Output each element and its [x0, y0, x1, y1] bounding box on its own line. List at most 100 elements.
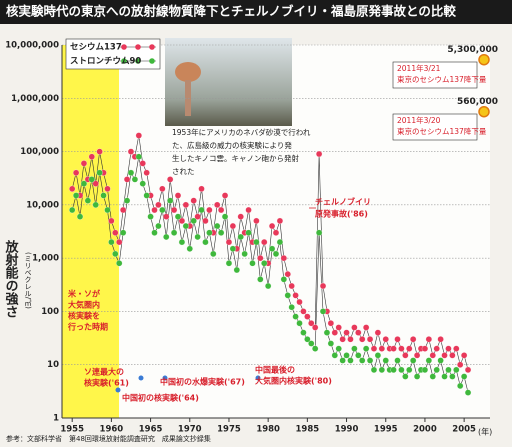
point [108, 238, 115, 246]
point [351, 345, 358, 352]
annotation: 中国初の水爆実験('67) [160, 377, 245, 387]
point [343, 329, 350, 336]
point [261, 260, 268, 267]
point [225, 238, 233, 246]
event-dot [255, 375, 261, 381]
point [410, 357, 417, 364]
x-tick-label: 1955 [60, 425, 84, 435]
point [92, 180, 99, 187]
point [347, 336, 354, 343]
point [190, 217, 197, 225]
point [406, 366, 413, 374]
highlight-value-label: 5,300,000 [447, 45, 498, 55]
point [445, 345, 452, 352]
photo-caption: た、広島級の威力の核実験により発 [172, 140, 292, 150]
chart-title: 核実験時代の東京への放射線物質降下とチェルノブイリ・福島原発事故との比較 [6, 4, 456, 19]
point [312, 324, 319, 331]
point [464, 366, 472, 374]
point [300, 308, 307, 315]
point [429, 352, 436, 359]
point [366, 357, 374, 364]
annotation: 行った時期 [67, 322, 108, 332]
point [210, 250, 217, 258]
point [206, 229, 213, 236]
point [292, 292, 299, 299]
highlight-point [478, 53, 490, 66]
point [347, 357, 354, 364]
point [253, 238, 260, 246]
point [398, 366, 405, 374]
point [88, 176, 95, 183]
x-tick-label: 1980 [256, 425, 280, 435]
point [268, 245, 276, 252]
point [155, 201, 162, 209]
point [170, 206, 178, 214]
point [225, 260, 233, 267]
legend-box [65, 38, 161, 70]
point [72, 192, 80, 199]
point [331, 329, 338, 336]
point [182, 201, 190, 209]
x-tick-label: 1975 [217, 425, 241, 435]
legend-marker [121, 44, 127, 50]
title-bar [0, 0, 512, 24]
photo-caption: 生したキノコ雲。キャノン砲から発射 [172, 153, 299, 163]
point [257, 254, 264, 262]
x-tick-label: 2000 [413, 425, 437, 435]
point [139, 180, 146, 187]
annotation: 中国初の核実験('64) [122, 393, 199, 403]
point [135, 132, 142, 139]
point [300, 329, 307, 336]
point [429, 373, 436, 380]
point [421, 366, 429, 374]
point [151, 229, 158, 236]
point [284, 292, 291, 299]
point [359, 336, 366, 343]
point [280, 254, 287, 262]
point [76, 213, 84, 220]
point [323, 329, 331, 336]
point [194, 233, 201, 241]
point [116, 260, 123, 267]
annotation: 核実験('61) [84, 378, 129, 388]
point [123, 176, 131, 183]
point [127, 169, 135, 176]
point [339, 357, 346, 364]
x-axis-unit: (年) [478, 427, 492, 437]
point [441, 373, 448, 380]
point [296, 298, 303, 306]
point [331, 352, 338, 359]
point [308, 340, 315, 347]
legend-marker [135, 58, 141, 64]
point [159, 206, 166, 214]
highlight-text: 東京のセシウム137降下量 [397, 74, 487, 84]
point [182, 222, 190, 230]
point [217, 229, 225, 236]
point [206, 206, 213, 214]
y-axis-label: 放射能の強さ [3, 239, 20, 318]
y-axis-unit: (ミリベクレル/㎡) [24, 252, 32, 309]
point [453, 345, 460, 352]
point [104, 206, 111, 214]
y-tick-label: 10,000,000 [5, 41, 59, 51]
highlight-text: 2011年3/20 [397, 115, 441, 125]
annotation: チェルノブイリ [315, 197, 371, 207]
point [339, 336, 346, 343]
point [217, 206, 225, 214]
point [370, 345, 378, 352]
legend-marker [121, 58, 127, 64]
point [257, 276, 264, 283]
point [194, 213, 201, 220]
point [174, 213, 182, 220]
point [390, 366, 397, 374]
point [127, 148, 135, 155]
point [382, 357, 389, 364]
point [198, 185, 205, 192]
legend-marker [149, 58, 155, 64]
point [272, 250, 280, 258]
point [276, 238, 284, 246]
point [119, 206, 127, 214]
point [214, 201, 221, 209]
point [104, 185, 111, 192]
point [123, 197, 131, 204]
